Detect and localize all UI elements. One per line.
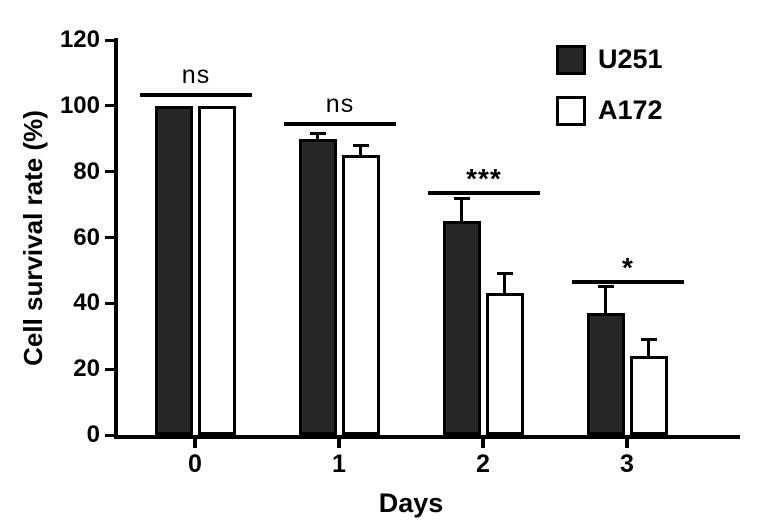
bar-u251-day0 [154,105,193,435]
legend-item-u251: U251 [556,44,663,75]
y-tick-label: 120 [59,26,100,53]
y-tick-label: 60 [73,223,100,251]
error-bar-cap [309,132,326,136]
x-tick [193,439,197,448]
x-tick-label: 2 [476,450,490,478]
x-tick-label: 3 [620,450,634,478]
significance-label: ns [181,60,211,89]
bar-a172-day3 [629,356,668,435]
x-tick-label: 0 [188,450,202,478]
y-tick-label: 0 [86,421,100,448]
significance-label: ns [325,90,355,119]
error-bar-cap [597,285,614,289]
y-tick-label: 20 [73,355,100,383]
error-bar-cap [453,196,470,200]
bar-u251-day1 [298,138,337,435]
x-axis-line [114,435,740,439]
x-axis-title: Days [378,488,444,518]
error-bar [647,339,650,356]
y-tick [105,433,114,437]
bar-a172-day1 [341,155,380,435]
error-bar [316,133,319,139]
legend-swatch-a172 [556,95,586,126]
bar-a172-day0 [197,105,236,435]
bar-a172-day2 [485,293,524,435]
x-tick [481,439,485,448]
y-tick [105,367,114,371]
error-bar-cap [352,143,369,147]
y-tick-label: 80 [73,157,100,185]
significance-line [284,122,396,127]
y-tick [105,301,114,305]
error-bar-cap [496,272,513,276]
x-tick [337,439,341,448]
y-tick [105,104,114,108]
y-axis-line [114,38,118,439]
significance-label: *** [466,163,502,195]
legend-label-u251: U251 [598,44,663,74]
error-bar [460,198,463,222]
legend: U251 A172 [556,44,663,146]
x-tick [625,439,629,448]
y-tick [105,38,114,42]
legend-item-a172: A172 [556,95,663,126]
bar-u251-day3 [586,313,625,435]
significance-line [428,191,540,196]
y-tick [105,236,114,239]
legend-label-a172: A172 [598,95,663,125]
error-bar [503,273,506,294]
significance-line [140,92,252,97]
y-tick-label: 100 [59,91,100,119]
error-bar [604,286,607,314]
x-tick-label: 1 [332,450,346,478]
bar-u251-day2 [442,221,481,435]
significance-line [572,280,684,285]
y-tick [105,170,114,174]
error-bar-cap [640,338,657,342]
y-tick-label: 40 [73,289,100,317]
legend-swatch-u251 [556,44,586,75]
significance-label: * [622,252,634,284]
error-bar [359,145,362,156]
